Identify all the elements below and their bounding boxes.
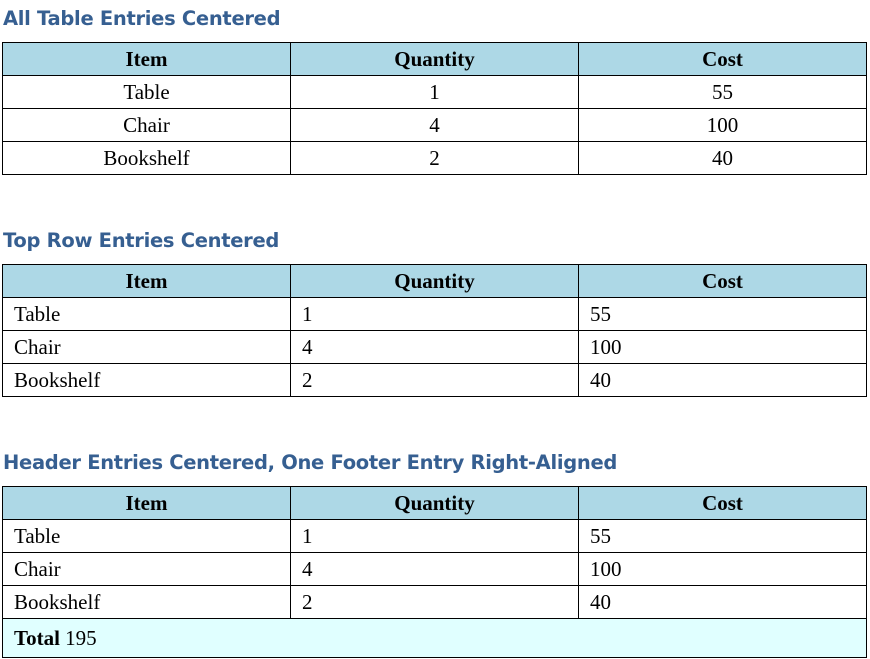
cell: Chair: [2, 108, 291, 142]
table-row: Chair 4 100: [2, 108, 867, 142]
table-row: Table 1 55: [2, 297, 867, 331]
cell: Bookshelf: [2, 141, 291, 175]
table2-title: Top Row Entries Centered: [3, 229, 280, 252]
cell: 4: [290, 108, 579, 142]
cell: Table: [2, 75, 291, 109]
cell: 40: [578, 585, 867, 619]
table3: Item Quantity Cost Table 1 55 Chair 4 100 Bo…: [2, 486, 867, 658]
header-cost: Cost: [578, 42, 867, 76]
table2: Item Quantity Cost Table 1 55 Chair 4 100 Bo…: [2, 264, 867, 397]
cell: 100: [578, 552, 867, 586]
cell: 4: [290, 330, 579, 364]
cell: 40: [578, 141, 867, 175]
header-item: Item: [2, 264, 291, 298]
table-row: Bookshelf 2 40: [2, 585, 867, 619]
header-quantity: Quantity: [290, 486, 579, 520]
cell: 4: [290, 552, 579, 586]
cell: 40: [578, 363, 867, 397]
header-cost: Cost: [578, 486, 867, 520]
cell: Bookshelf: [2, 363, 291, 397]
table-row: Chair 4 100: [2, 330, 867, 364]
cell: 2: [290, 363, 579, 397]
cell: Chair: [2, 552, 291, 586]
cell: Table: [2, 297, 291, 331]
table1: Item Quantity Cost Table 1 55 Chair 4 100 Bo…: [2, 42, 867, 175]
table-row: Chair 4 100: [2, 552, 867, 586]
footer-total: Total 195: [2, 618, 867, 658]
cell: 100: [578, 330, 867, 364]
cell: 1: [290, 75, 579, 109]
total-label: Total: [14, 626, 60, 650]
cell: 1: [290, 297, 579, 331]
cell: Table: [2, 519, 291, 553]
table-row: Table 1 55: [2, 75, 867, 109]
table-row: Bookshelf 2 40: [2, 363, 867, 397]
table-row: Table 1 55: [2, 519, 867, 553]
footer-row: Total 195: [2, 618, 867, 658]
cell: Chair: [2, 330, 291, 364]
cell: 2: [290, 585, 579, 619]
cell: 55: [578, 519, 867, 553]
cell: Bookshelf: [2, 585, 291, 619]
table1-title: All Table Entries Centered: [3, 7, 281, 30]
total-value: 195: [65, 626, 97, 650]
cell: 100: [578, 108, 867, 142]
cell: 55: [578, 297, 867, 331]
cell: 1: [290, 519, 579, 553]
cell: 2: [290, 141, 579, 175]
header-quantity: Quantity: [290, 264, 579, 298]
header-cost: Cost: [578, 264, 867, 298]
header-item: Item: [2, 486, 291, 520]
header-item: Item: [2, 42, 291, 76]
header-quantity: Quantity: [290, 42, 579, 76]
cell: 55: [578, 75, 867, 109]
table3-title: Header Entries Centered, One Footer Entr…: [3, 451, 618, 474]
table-row: Bookshelf 2 40: [2, 141, 867, 175]
